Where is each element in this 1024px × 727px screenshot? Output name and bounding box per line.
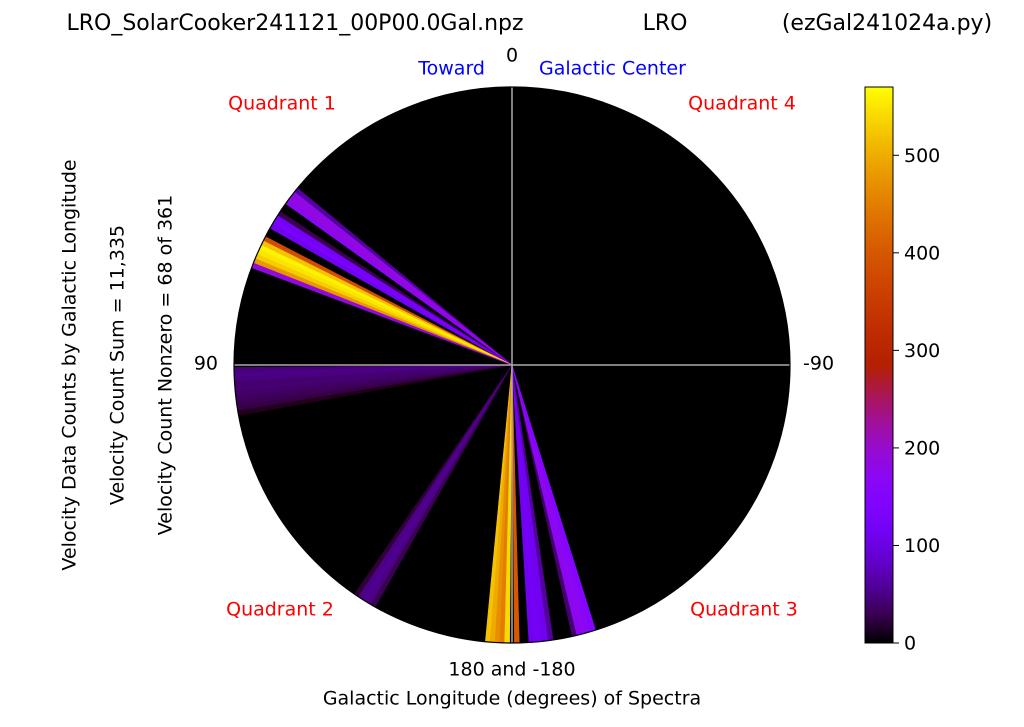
annotation: Quadrant 1 (228, 93, 336, 115)
colorbar (864, 86, 894, 644)
side-label: Velocity Data Counts by Galactic Longitu… (59, 159, 81, 570)
polar-frame (233, 86, 791, 644)
source: (ezGal241024a.py) (782, 11, 992, 36)
theta-label: 180 and -180 (448, 659, 575, 681)
side-label: Velocity Count Sum = 11,335 (107, 225, 129, 505)
colorbar-tick-label: 200 (904, 437, 940, 459)
annotation: Toward (417, 58, 485, 80)
colorbar-tick-label: 300 (904, 340, 940, 362)
subtitle: LRO (643, 11, 688, 36)
side-label: Velocity Count Nonzero = 68 of 361 (155, 195, 177, 535)
annotation: Quadrant 2 (226, 599, 334, 621)
x-axis-label: Galactic Longitude (degrees) of Spectra (323, 688, 701, 710)
theta-label: -90 (803, 353, 834, 375)
theta-label: 0 (506, 45, 518, 67)
chart-title: LRO_SolarCooker241121_00P00.0Gal.npz (66, 11, 523, 36)
plot-area (233, 86, 791, 644)
annotation: Quadrant 3 (690, 599, 798, 621)
annotation: Quadrant 4 (688, 93, 796, 115)
colorbar-tick-label: 400 (904, 242, 940, 264)
colorbar-tick-label: 0 (904, 633, 916, 655)
colorbar-tick-label: 500 (904, 145, 940, 167)
annotation: Galactic Center (539, 58, 686, 80)
colorbar-tick-label: 100 (904, 535, 940, 557)
theta-label: 90 (194, 353, 218, 375)
